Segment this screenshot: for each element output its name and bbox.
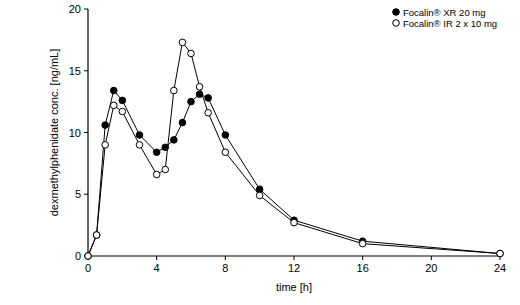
x-tick xyxy=(225,256,226,260)
data-point xyxy=(179,39,186,46)
y-tick-label: 10 xyxy=(69,127,81,139)
data-point xyxy=(171,87,178,94)
plot-area xyxy=(85,39,504,259)
x-tick-label: 16 xyxy=(357,262,369,274)
y-tick-label: 20 xyxy=(69,3,81,15)
data-point xyxy=(119,97,126,104)
data-point xyxy=(102,122,109,129)
chart-container: 0 5 10 15 20 0 4 8 12 16 20 24 time [h] dexmethylphen… xyxy=(0,0,520,305)
data-point xyxy=(110,87,117,94)
y-tick xyxy=(84,132,88,133)
data-point xyxy=(162,144,169,151)
data-point xyxy=(179,119,186,126)
data-point xyxy=(222,149,229,156)
data-point xyxy=(136,132,143,139)
legend-label: Focalin® XR 20 mg xyxy=(403,7,486,18)
x-tick-label: 8 xyxy=(222,262,228,274)
x-tick xyxy=(294,256,295,260)
data-point xyxy=(256,186,263,193)
data-point xyxy=(119,108,126,115)
series-line xyxy=(88,91,500,256)
data-point xyxy=(188,98,195,105)
y-tick xyxy=(84,9,88,10)
data-point xyxy=(153,171,160,178)
data-point xyxy=(497,250,504,257)
x-tick-label: 24 xyxy=(494,262,506,274)
x-tick xyxy=(362,256,363,260)
y-tick xyxy=(84,70,88,71)
x-tick-label: 4 xyxy=(154,262,160,274)
data-point xyxy=(102,142,109,149)
data-point xyxy=(110,102,117,109)
data-point xyxy=(497,250,504,257)
y-tick xyxy=(84,194,88,195)
data-point xyxy=(188,50,195,57)
data-point xyxy=(162,166,169,173)
legend: Focalin® XR 20 mgFocalin® IR 2 x 10 mg xyxy=(393,7,497,29)
x-tick-label: 0 xyxy=(85,262,91,274)
data-point xyxy=(136,142,143,149)
data-point xyxy=(196,84,203,91)
y-tick-label: 15 xyxy=(69,65,81,77)
legend-label: Focalin® IR 2 x 10 mg xyxy=(403,18,497,29)
data-point xyxy=(196,91,203,98)
data-point xyxy=(359,240,366,247)
data-point xyxy=(291,219,298,226)
series-line xyxy=(88,42,500,256)
data-point xyxy=(153,149,160,156)
x-tick-label: 20 xyxy=(425,262,437,274)
data-point xyxy=(93,232,100,239)
data-point xyxy=(85,253,92,260)
legend-marker xyxy=(393,20,400,27)
x-tick xyxy=(156,256,157,260)
data-point xyxy=(205,109,212,116)
legend-marker xyxy=(393,9,400,16)
x-axis-label: time [h] xyxy=(276,281,312,293)
x-tick-label: 12 xyxy=(288,262,300,274)
chart: 0 5 10 15 20 0 4 8 12 16 20 24 time [h] dexmethylphen… xyxy=(0,0,520,305)
data-point xyxy=(205,95,212,102)
data-point xyxy=(256,192,263,199)
y-axis-label: dexmethylphenidate conc. [ng/mL] xyxy=(48,49,60,217)
data-point xyxy=(93,232,100,239)
data-point xyxy=(85,253,92,260)
y-tick-label: 0 xyxy=(75,250,81,262)
y-tick-label: 5 xyxy=(75,188,81,200)
x-tick xyxy=(431,256,432,260)
data-point xyxy=(171,137,178,144)
data-point xyxy=(222,132,229,139)
